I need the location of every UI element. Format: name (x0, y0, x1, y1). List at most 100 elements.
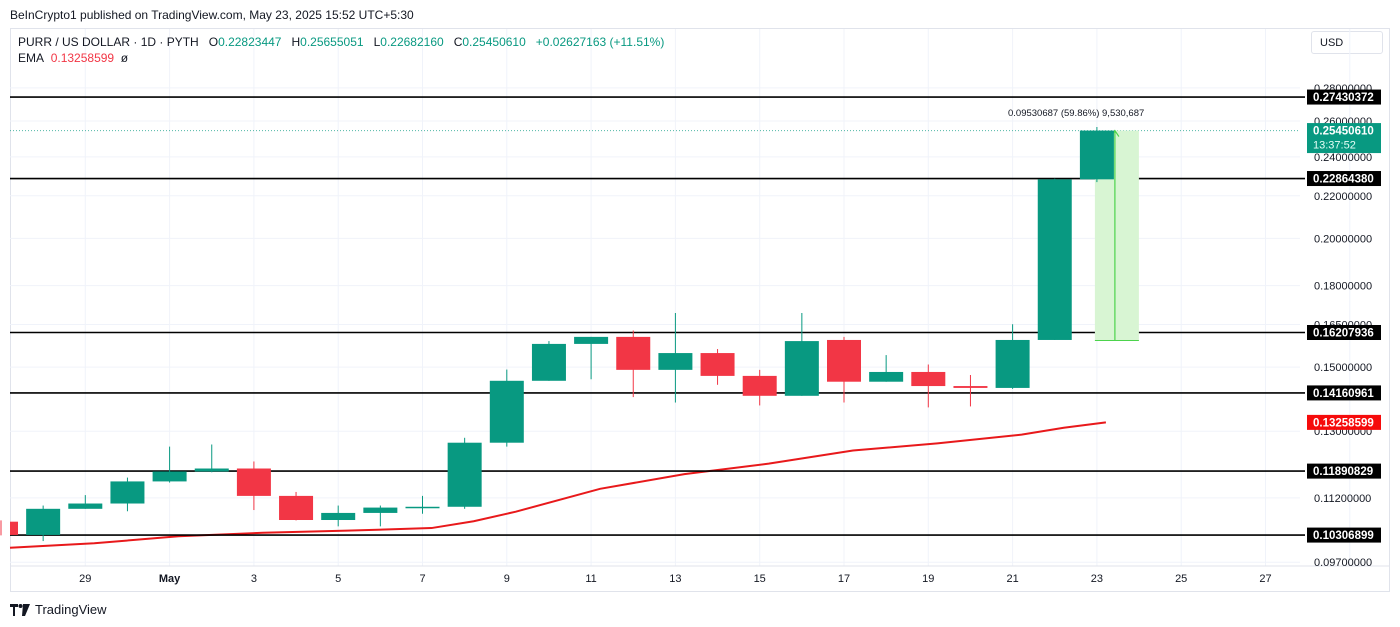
candle (279, 491, 314, 521)
date-tick-label: 17 (838, 573, 850, 585)
date-tick-label: 27 (1259, 573, 1271, 585)
price-tick-label: 0.18000000 (1314, 281, 1372, 293)
candle-body (152, 471, 187, 482)
date-tick-label: 19 (922, 573, 934, 585)
open-value: 0.22823447 (218, 35, 282, 49)
price-tick-label: 0.22000000 (1314, 191, 1372, 203)
candle (405, 495, 440, 514)
price-tick-label: 0.24000000 (1314, 152, 1372, 164)
currency-button[interactable]: USD (1311, 31, 1383, 54)
candle (827, 336, 861, 403)
candle (321, 505, 356, 527)
last-price-badge-text: 0.25450610 (1313, 126, 1374, 138)
ema-extra: ø (120, 51, 129, 65)
level-price-badge (1307, 325, 1381, 341)
candle-body (616, 336, 651, 370)
date-tick-label: 25 (1175, 573, 1187, 585)
candle (869, 355, 904, 382)
countdown-text: 13:37:52 (1313, 140, 1356, 152)
close-value: 0.25450610 (462, 35, 526, 49)
measure-label: 0.09530687 (59.86%) 9,530,687 (1008, 108, 1144, 119)
candle (911, 364, 946, 408)
candle (236, 461, 271, 511)
level-price-badge (1307, 527, 1381, 543)
ohlc-row: PURR / US DOLLAR · 1D · PYTH O0.22823447… (18, 34, 664, 50)
ema-value: 0.13258599 (50, 51, 115, 65)
tradingview-logo[interactable]: TradingView (10, 602, 107, 617)
symbol-legend: PURR / US DOLLAR · 1D · PYTH O0.22823447… (18, 34, 664, 66)
candle-body (742, 375, 777, 396)
grid-lines (10, 29, 1390, 567)
candle-body (995, 339, 1030, 388)
level-price-badge-text: 0.27430372 (1313, 92, 1374, 104)
candle-body (489, 380, 524, 443)
candle-body (26, 508, 61, 535)
chart-frame (10, 28, 1390, 592)
price-tick-label: 0.15000000 (1314, 362, 1372, 374)
symbol-title[interactable]: PURR / US DOLLAR · 1D · PYTH (18, 35, 199, 49)
candle-body (869, 371, 904, 382)
ema-price-badge-text: 0.13258599 (1313, 417, 1374, 429)
candle (995, 324, 1030, 389)
candle (531, 341, 566, 381)
tradingview-logo-icon (10, 603, 30, 616)
measure-tool[interactable]: 0.09530687 (59.86%) 9,530,687 (1008, 108, 1144, 342)
candle (110, 477, 145, 512)
candle-body (10, 521, 18, 535)
low-label: L (373, 35, 381, 49)
candle (363, 505, 398, 527)
candle (742, 369, 777, 406)
candle (784, 312, 819, 396)
level-price-badge-text: 0.16207936 (1313, 328, 1374, 340)
candle-body (1079, 130, 1114, 180)
candle (26, 505, 61, 542)
candle (0, 520, 18, 536)
high-value: 0.25655051 (300, 35, 364, 49)
date-tick-label: 13 (669, 573, 681, 585)
candle (447, 437, 482, 509)
candle (489, 369, 524, 447)
price-badges: 0.27430372 0.22864380 0.16207936 0.14160961… (1307, 89, 1381, 543)
level-price-badge (1307, 463, 1381, 479)
candle-body (363, 507, 398, 513)
candle (953, 374, 988, 407)
candle-body (405, 506, 440, 509)
level-price-badge-text: 0.10306899 (1313, 530, 1374, 542)
date-tick-label: 23 (1091, 573, 1103, 585)
candle (194, 444, 229, 473)
level-price-badge-text: 0.22864380 (1313, 174, 1374, 186)
candle-body (827, 339, 861, 382)
high-label: H (291, 35, 301, 49)
candle-body (194, 468, 229, 472)
candle-body (447, 442, 482, 507)
candle-body (279, 495, 314, 521)
date-tick-label: 21 (1006, 573, 1018, 585)
time-axis[interactable]: 29 May 3 5 7 9 11 13 15 17 19 21 23 25 27 (79, 573, 1271, 585)
date-tick-label: May (159, 573, 181, 585)
candle-body (911, 371, 946, 387)
candle-body (68, 503, 103, 509)
logo-text: TradingView (35, 602, 107, 617)
horizontal-levels[interactable] (10, 96, 1305, 536)
date-tick-label: 9 (504, 573, 510, 585)
level-price-badge (1307, 89, 1381, 105)
candle-body (658, 353, 693, 370)
last-price-badge (1307, 123, 1381, 154)
ema-row: EMA 0.13258599 ø (18, 50, 664, 66)
candle-body (784, 341, 819, 396)
candle (616, 330, 651, 398)
date-tick-label: 15 (754, 573, 766, 585)
candle (68, 495, 103, 509)
ema-polyline (9, 421, 1107, 549)
ema-label[interactable]: EMA (18, 51, 45, 65)
level-price-badge (1307, 171, 1381, 187)
change-value: +0.02627163 (+11.51%) (535, 35, 665, 49)
price-tick-label: 0.11200000 (1314, 493, 1371, 505)
candle (1037, 178, 1072, 340)
open-label: O (208, 35, 219, 49)
date-tick-label: 3 (251, 573, 257, 585)
candle (658, 312, 693, 403)
candle-body (700, 353, 735, 376)
publisher-caption: BeInCrypto1 published on TradingView.com… (10, 8, 414, 22)
